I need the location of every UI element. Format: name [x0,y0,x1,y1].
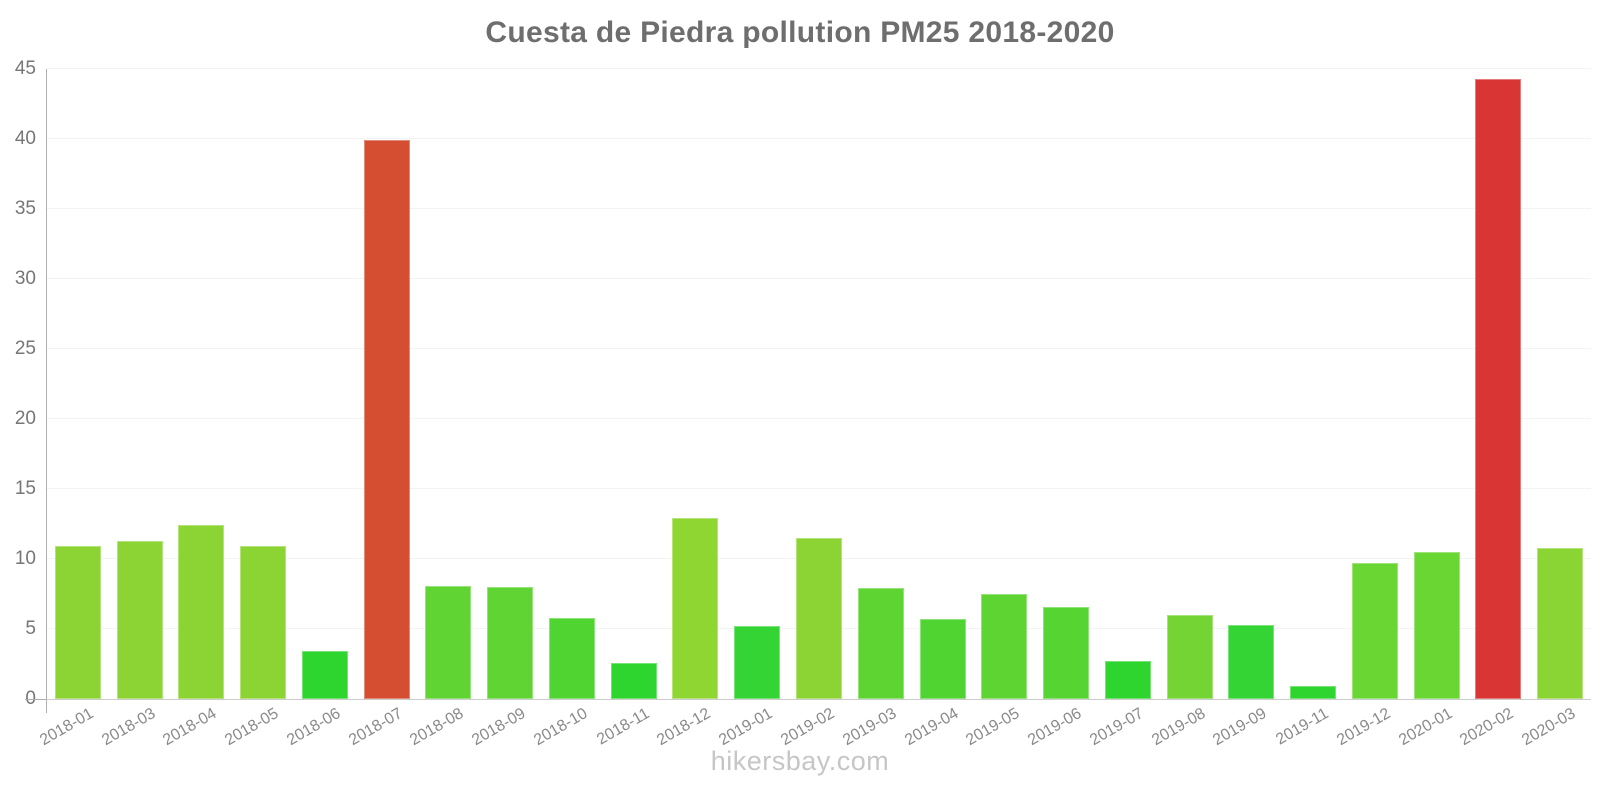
y-tick-label: 45 [14,58,36,79]
x-tick-label: 2018-12 [654,705,714,750]
bar-2019-07[interactable] [1104,661,1151,699]
gridline [47,138,1591,139]
y-tick-label: 30 [14,268,36,289]
bar-2018-10[interactable] [548,617,595,699]
plot-area [46,68,1591,700]
gridline [47,488,1591,489]
y-tick-label: 35 [14,198,36,219]
x-tick-label: 2019-12 [1333,705,1394,750]
bar-2019-04[interactable] [919,619,966,699]
x-tick-label: 2019-11 [1273,705,1332,749]
x-tick-label: 2018-03 [98,705,159,750]
bar-2018-01[interactable] [54,546,101,699]
x-tick-label: 2018-10 [531,705,591,750]
x-tick-label: 2018-05 [222,705,282,750]
x-tick-label: 2019-03 [839,705,900,750]
y-tick-label: 20 [14,408,36,429]
x-tick-label: 2019-09 [1210,705,1270,750]
y-tick-label: 15 [14,478,36,499]
zero-tick-mark [25,699,46,700]
bar-2020-03[interactable] [1537,547,1584,699]
y-tick-label: 25 [14,338,36,359]
gridline [47,68,1591,69]
x-tick-label: 2019-01 [716,705,776,750]
bar-2020-01[interactable] [1413,552,1460,699]
x-tick-label: 2018-08 [407,705,467,750]
bar-2019-09[interactable] [1228,624,1275,699]
bar-2019-03[interactable] [857,588,904,699]
x-tick-label: 2019-05 [963,705,1023,750]
x-tick-label: 2020-02 [1457,705,1517,750]
y-tick-label: 40 [14,128,36,149]
chart-title: Cuesta de Piedra pollution PM25 2018-202… [485,16,1115,49]
x-tick-label: 2019-04 [901,705,962,750]
bar-2019-01[interactable] [734,626,781,699]
axis-below-tick-mark [46,700,47,713]
y-tick-label: 5 [25,618,36,639]
bar-2018-05[interactable] [240,546,287,699]
x-tick-label: 2018-09 [469,705,529,750]
bar-2019-02[interactable] [796,538,842,699]
bar-2019-05[interactable] [981,594,1028,699]
x-tick-label: 2019-08 [1148,705,1209,750]
gridline [47,348,1591,349]
gridline [47,418,1591,419]
bar-2019-11[interactable] [1290,686,1337,699]
x-tick-label: 2019-06 [1025,705,1085,750]
watermark-text: hikersbay.com [710,746,890,776]
x-tick-label: 2018-06 [284,705,344,750]
bar-2019-06[interactable] [1043,606,1090,699]
y-tick-label: 0 [0,688,36,710]
bar-2018-09[interactable] [487,587,534,699]
x-tick-label: 2018-07 [345,705,406,750]
gridline [47,278,1591,279]
x-tick-label: 2018-11 [593,705,653,749]
gridline [47,208,1591,209]
bar-2019-12[interactable] [1351,563,1398,699]
bar-2018-11[interactable] [610,662,657,699]
bar-2019-08[interactable] [1166,615,1213,699]
x-tick-label: 2019-02 [778,705,838,750]
x-tick-label: 2019-07 [1086,705,1147,750]
x-tick-label: 2020-03 [1519,705,1579,750]
bar-2018-07[interactable] [363,140,410,699]
x-tick-label: 2018-04 [160,705,220,750]
y-tick-label: 10 [14,548,36,569]
bar-2018-12[interactable] [672,518,719,699]
bar-2018-08[interactable] [425,585,472,699]
bar-2018-06[interactable] [301,651,348,699]
bar-2018-03[interactable] [116,540,163,699]
bar-2018-04[interactable] [178,525,225,699]
x-tick-label: 2020-01 [1395,705,1456,750]
bar-2020-02[interactable] [1475,78,1522,699]
